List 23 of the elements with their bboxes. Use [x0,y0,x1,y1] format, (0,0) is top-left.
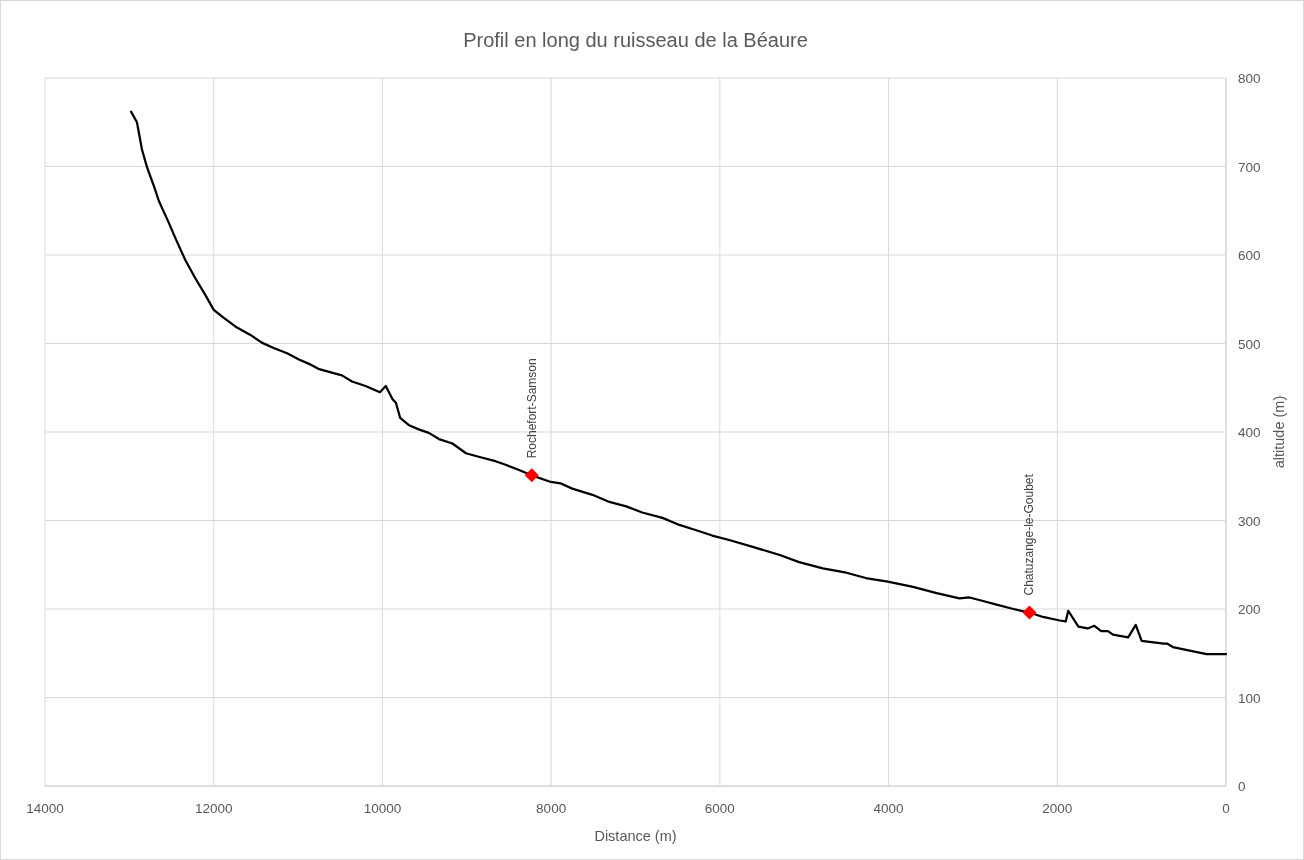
y-tick-label: 100 [1238,690,1261,706]
annotation: Chatuzange-le-Goubet [1022,473,1037,596]
line-series [129,110,1228,656]
x-tick-label: 10000 [363,801,402,816]
y-tick-label: 600 [1238,248,1261,263]
y-tick-label: 700 [1238,159,1261,175]
x-tick-label: 4000 [873,801,904,816]
y-tick-label: 300 [1238,513,1261,529]
chart-title: Profil en long du ruisseau de la Béaure [463,29,808,51]
x-axis-title: Distance (m) [594,828,677,844]
x-tick-label: 6000 [704,801,735,816]
x-tick-label: 8000 [536,801,567,816]
x-tick-label: 12000 [194,801,233,816]
y-tick-label: 800 [1238,71,1261,86]
y-tick-label: 500 [1238,336,1261,352]
y-tick-label: 200 [1238,602,1261,617]
x-tick-label: 14000 [26,801,64,816]
x-tick-label: 0 [1222,801,1230,816]
y-tick-label: 400 [1238,425,1261,440]
y-axis-title: altitude (m) [1271,395,1287,469]
annotation: Rochefort-Samson [524,358,539,459]
y-tick-label: 0 [1238,779,1246,794]
x-tick-label: 2000 [1042,801,1073,816]
